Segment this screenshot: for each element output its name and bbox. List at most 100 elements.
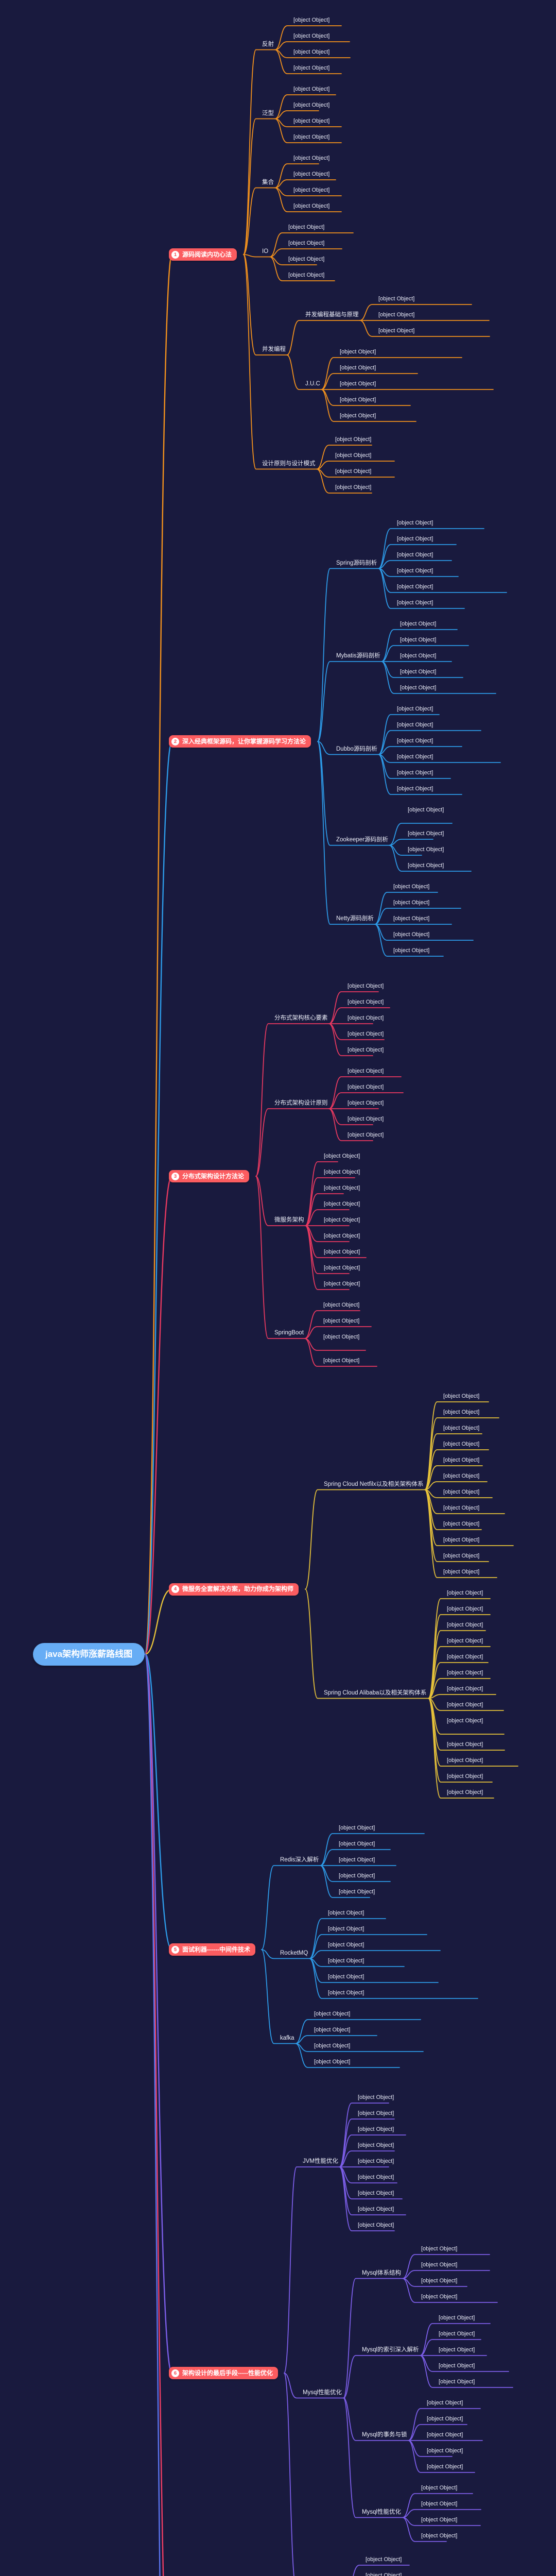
subtopic-node[interactable]: J.U.C	[305, 381, 320, 387]
leaf-node[interactable]: [object Object]	[443, 1521, 480, 1527]
leaf-node[interactable]: [object Object]	[328, 1990, 364, 1996]
subtopic-node[interactable]: Netty源码剖析	[336, 916, 374, 922]
leaf-node[interactable]: [object Object]	[427, 2448, 463, 2454]
leaf-node[interactable]: [object Object]	[397, 584, 433, 590]
leaf-node[interactable]: [object Object]	[421, 2262, 458, 2268]
subtopic-node[interactable]: Mysql的事务与锁	[362, 2432, 407, 2438]
leaf-node[interactable]: [object Object]	[447, 1638, 483, 1644]
leaf-node[interactable]: [object Object]	[288, 272, 325, 278]
subtopic-node[interactable]: 分布式架构设计原则	[274, 1100, 328, 1106]
subtopic-node[interactable]: RocketMQ	[280, 1950, 308, 1956]
leaf-node[interactable]: [object Object]	[293, 118, 330, 124]
leaf-node[interactable]: [object Object]	[358, 2174, 394, 2180]
subtopic-node[interactable]: Dubbo源码剖析	[336, 745, 377, 752]
leaf-node[interactable]: [object Object]	[293, 171, 330, 177]
main-topic-2[interactable]: 2 深入经典框架源码，让你掌握源码学习方法论	[169, 735, 311, 748]
leaf-node[interactable]: [object Object]	[339, 1857, 375, 1863]
leaf-node[interactable]: [object Object]	[358, 2158, 394, 2164]
leaf-node[interactable]: [object Object]	[447, 1686, 483, 1692]
leaf-node[interactable]: [object Object]	[348, 1132, 384, 1138]
leaf-node[interactable]: [object Object]	[324, 1281, 360, 1287]
leaf-node[interactable]: [object Object]	[447, 1606, 483, 1612]
main-topic-3[interactable]: 3 分布式架构设计方法论	[169, 1170, 250, 1182]
subtopic-node[interactable]: 并发编程	[262, 346, 286, 352]
main-topic-5[interactable]: 5 面试利器------中间件技术	[169, 1943, 255, 1956]
leaf-node[interactable]: [object Object]	[443, 1553, 480, 1559]
leaf-node[interactable]: [object Object]	[421, 2294, 458, 2300]
subtopic-node[interactable]: 微服务架构	[274, 1217, 304, 1223]
leaf-node[interactable]: [object Object]	[447, 1670, 483, 1676]
main-topic-1[interactable]: 1 源码阅读内功心法	[169, 248, 237, 261]
leaf-node[interactable]: [object Object]	[397, 770, 433, 776]
leaf-node[interactable]: [object Object]	[328, 1942, 364, 1948]
leaf-node[interactable]: [object Object]	[421, 2246, 458, 2252]
leaf-node[interactable]: [object Object]	[348, 983, 384, 989]
subtopic-node[interactable]: Mysql性能优化	[303, 2389, 342, 2396]
leaf-node[interactable]: [object Object]	[348, 1084, 384, 1090]
leaf-node[interactable]: [object Object]	[293, 187, 330, 193]
subtopic-node[interactable]: 设计原则与设计模式	[262, 460, 316, 467]
leaf-node[interactable]: [object Object]	[340, 397, 376, 403]
leaf-node[interactable]: [object Object]	[340, 381, 376, 387]
leaf-node[interactable]: [object Object]	[397, 520, 433, 526]
leaf-node[interactable]: [object Object]	[443, 1441, 480, 1447]
subtopic-node[interactable]: 并发编程基础与原理	[305, 312, 359, 318]
leaf-node[interactable]: [object Object]	[340, 349, 376, 355]
leaf-node[interactable]: [object Object]	[335, 452, 372, 459]
main-topic-6[interactable]: 6 架构设计的最后手段-----性能优化	[169, 2367, 278, 2380]
leaf-node[interactable]: [object Object]	[339, 1825, 375, 1831]
leaf-node[interactable]: [object Object]	[323, 1334, 360, 1340]
subtopic-node[interactable]: Zookeeper源码剖析	[336, 836, 388, 843]
subtopic-node[interactable]: IO	[262, 248, 269, 255]
leaf-node[interactable]: [object Object]	[348, 1015, 384, 1021]
leaf-node[interactable]: [object Object]	[421, 2501, 458, 2507]
subtopic-node[interactable]: JVM性能优化	[303, 2158, 338, 2164]
leaf-node[interactable]: [object Object]	[397, 786, 433, 792]
leaf-node[interactable]: [object Object]	[335, 436, 372, 443]
leaf-node[interactable]: [object Object]	[328, 1958, 364, 1964]
leaf-node[interactable]: [object Object]	[447, 1741, 483, 1748]
leaf-node[interactable]: [object Object]	[358, 2142, 394, 2148]
leaf-node[interactable]: [object Object]	[323, 1318, 360, 1324]
subtopic-node[interactable]: 分布式架构核心要素	[274, 1015, 328, 1021]
leaf-node[interactable]: [object Object]	[393, 931, 430, 938]
leaf-node[interactable]: [object Object]	[314, 2043, 351, 2049]
leaf-node[interactable]: [object Object]	[328, 1974, 364, 1980]
leaf-node[interactable]: [object Object]	[397, 536, 433, 542]
leaf-node[interactable]: [object Object]	[324, 1217, 360, 1223]
leaf-node[interactable]: [object Object]	[447, 1773, 483, 1780]
leaf-node[interactable]: [object Object]	[324, 1169, 360, 1175]
subtopic-node[interactable]: kafka	[280, 2035, 294, 2041]
leaf-node[interactable]: [object Object]	[439, 2347, 475, 2353]
leaf-node[interactable]: [object Object]	[335, 484, 372, 490]
leaf-node[interactable]: [object Object]	[397, 600, 433, 606]
leaf-node[interactable]: [object Object]	[348, 1068, 384, 1074]
leaf-node[interactable]: [object Object]	[293, 155, 330, 161]
subtopic-node[interactable]: Spring源码剖析	[336, 560, 377, 566]
leaf-node[interactable]: [object Object]	[439, 2379, 475, 2385]
leaf-node[interactable]: [object Object]	[408, 862, 444, 869]
leaf-node[interactable]: [object Object]	[358, 2094, 394, 2100]
leaf-node[interactable]: [object Object]	[324, 1201, 360, 1207]
subtopic-node[interactable]: Redis深入解析	[280, 1857, 319, 1863]
leaf-node[interactable]: [object Object]	[400, 637, 437, 643]
leaf-node[interactable]: [object Object]	[340, 413, 376, 419]
leaf-node[interactable]: [object Object]	[443, 1409, 480, 1415]
leaf-node[interactable]: [object Object]	[397, 552, 433, 558]
leaf-node[interactable]: [object Object]	[443, 1537, 480, 1543]
leaf-node[interactable]: [object Object]	[340, 365, 376, 371]
leaf-node[interactable]: [object Object]	[439, 2331, 475, 2337]
leaf-node[interactable]: [object Object]	[324, 1265, 360, 1271]
subtopic-node[interactable]: Mybatis源码剖析	[336, 653, 380, 659]
leaf-node[interactable]: [object Object]	[443, 1473, 480, 1479]
leaf-node[interactable]: [object Object]	[447, 1622, 483, 1628]
leaf-node[interactable]: [object Object]	[408, 831, 444, 837]
subtopic-node[interactable]: Spring Cloud Netfilx以及相关架构体系	[324, 1481, 424, 1487]
leaf-node[interactable]: [object Object]	[393, 884, 430, 890]
leaf-node[interactable]: [object Object]	[378, 312, 415, 318]
leaf-node[interactable]: [object Object]	[443, 1393, 480, 1399]
leaf-node[interactable]: [object Object]	[427, 2400, 463, 2406]
leaf-node[interactable]: [object Object]	[397, 738, 433, 744]
leaf-node[interactable]: [object Object]	[314, 2027, 351, 2033]
subtopic-node[interactable]: Spring Cloud Alibaba以及相关架构体系	[324, 1689, 427, 1696]
